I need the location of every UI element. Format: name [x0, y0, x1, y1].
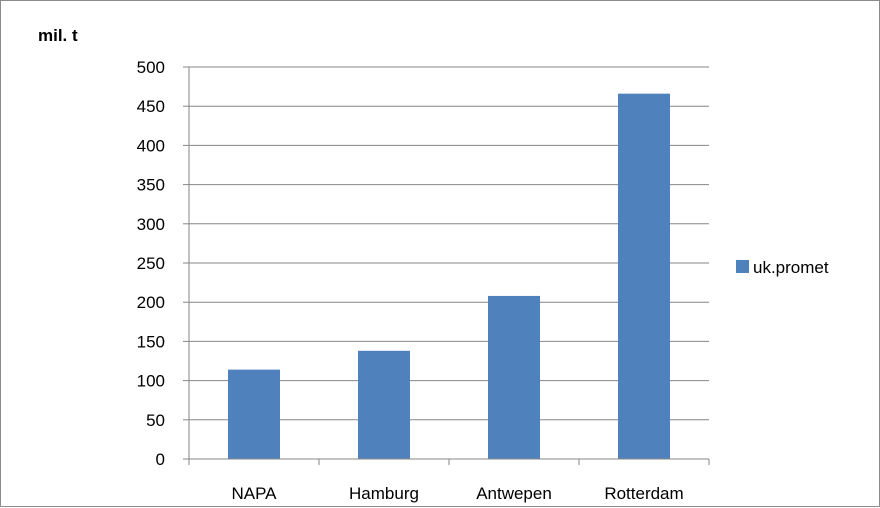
y-axis-tick-labels: 0 50 100 150 200 250 300 350 400 450 500 — [137, 58, 165, 469]
y-axis-label: mil. t — [38, 26, 78, 45]
y-tick-label: 500 — [137, 58, 165, 77]
y-tick-label: 200 — [137, 293, 165, 312]
x-tick-label: Antwepen — [476, 484, 552, 503]
x-tick-label: Hamburg — [349, 484, 419, 503]
y-tick-label: 350 — [137, 176, 165, 195]
y-tick-label: 0 — [156, 450, 165, 469]
x-axis-tick-labels: NAPA Hamburg Antwepen Rotterdam — [231, 484, 683, 503]
legend: uk.promet — [736, 258, 829, 277]
y-tick-label: 50 — [146, 411, 165, 430]
axes — [183, 66, 710, 465]
x-tick-label: Rotterdam — [604, 484, 683, 503]
y-tick-label: 450 — [137, 97, 165, 116]
bar-antwepen — [488, 295, 540, 459]
legend-label: uk.promet — [753, 258, 829, 277]
bar-rotterdam — [618, 93, 670, 459]
bar-hamburg — [358, 350, 410, 459]
y-tick-label: 250 — [137, 254, 165, 273]
bars — [228, 93, 670, 459]
y-tick-label: 300 — [137, 215, 165, 234]
x-tick-label: NAPA — [231, 484, 277, 503]
bar-napa — [228, 369, 280, 459]
y-tick-label: 150 — [137, 332, 165, 351]
legend-swatch — [736, 260, 749, 273]
y-tick-label: 100 — [137, 372, 165, 391]
y-tick-label: 400 — [137, 136, 165, 155]
